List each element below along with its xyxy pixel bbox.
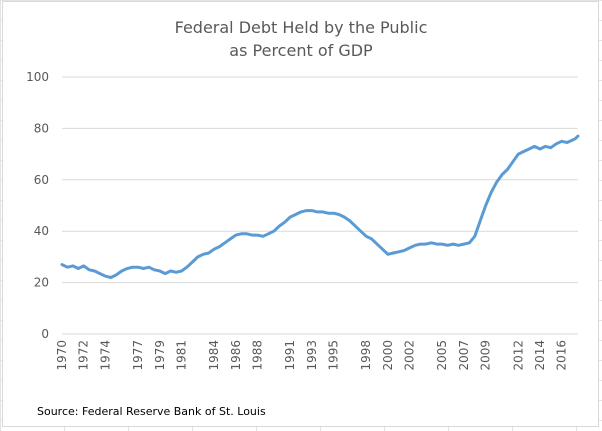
x-tick-label: 2012	[511, 340, 525, 371]
chart-subtitle: as Percent of GDP	[229, 41, 373, 60]
y-tick-label: 60	[34, 173, 49, 187]
horizontal-gridlines	[62, 76, 578, 284]
x-tick-label: 1991	[283, 340, 297, 371]
chart-title: Federal Debt Held by the Public	[174, 18, 428, 37]
y-axis-tick-labels: 0 20 40 60 80 100	[26, 70, 49, 341]
x-tick-label: 1974	[98, 340, 112, 371]
y-tick-label: 100	[26, 70, 49, 84]
x-tick-label: 1993	[305, 340, 319, 371]
x-tick-label: 1977	[131, 340, 145, 371]
x-tick-label: 1998	[359, 340, 373, 371]
x-tick-label: 2009	[479, 340, 493, 371]
y-tick-label: 40	[34, 224, 49, 238]
x-tick-label: 2007	[457, 340, 471, 371]
y-tick-label: 20	[34, 276, 49, 290]
x-tick-label: 2000	[381, 340, 395, 371]
x-tick-label: 2014	[533, 340, 547, 371]
x-tick-label: 2016	[555, 340, 569, 371]
x-tick-label: 1984	[207, 340, 221, 371]
x-tick-label: 2002	[403, 340, 417, 371]
x-tick-label: 2005	[435, 340, 449, 371]
x-tick-label: 1988	[251, 340, 265, 371]
x-tick-label: 1981	[174, 340, 188, 371]
x-tick-label: 1979	[153, 340, 167, 371]
x-tick-label: 1970	[55, 340, 69, 371]
x-tick-label: 1986	[229, 340, 243, 371]
x-tick-label: 1972	[77, 340, 91, 371]
x-tick-label: 1995	[327, 340, 341, 371]
y-tick-label: 0	[41, 327, 49, 341]
x-axis-tick-labels: 1970 1972 1974 1977 1979 1981 1984 1986 1988 1991…	[55, 340, 569, 371]
source-note: Source: Federal Reserve Bank of St. Loui…	[37, 405, 266, 418]
series-line-debt-percent-gdp	[60, 134, 580, 279]
y-tick-label: 80	[34, 121, 49, 135]
